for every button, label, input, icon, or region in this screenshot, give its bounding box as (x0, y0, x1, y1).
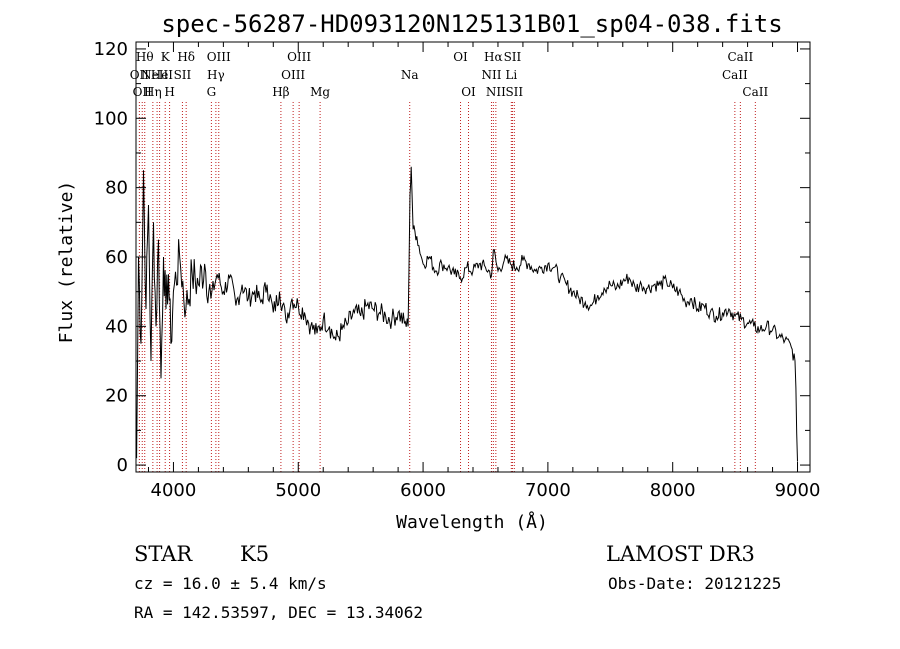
spectral-line-label: OIII (207, 50, 231, 64)
spectral-line-label: G (207, 85, 217, 99)
spectral-line-label: OII (130, 68, 150, 82)
y-axis: 0 20 40 60 80 100 120 (94, 39, 810, 476)
x-axis-label: Wavelength (Å) (396, 511, 548, 533)
spectral-line-label: Na (401, 68, 419, 82)
spectrum-line (136, 166, 798, 462)
x-tick-label: 4000 (151, 480, 197, 501)
spectral-line-label: OIII (281, 68, 305, 82)
spectral-line-label: OII (133, 85, 153, 99)
redshift-line: cz = 16.0 ± 5.4 km/s (134, 574, 327, 593)
spectral-line-label: Hγ (207, 68, 225, 82)
x-tick-label: 6000 (400, 480, 446, 501)
coordinates: RA = 142.53597, DEC = 13.34062 (134, 603, 423, 622)
y-tick-label: 80 (105, 178, 128, 199)
plot-frame (135, 41, 811, 473)
y-tick-label: 20 (105, 386, 128, 407)
x-tick-label: 7000 (525, 480, 571, 501)
y-tick-label: 120 (94, 39, 128, 60)
spectral-line-label: SII (505, 85, 523, 99)
spectral-line-label: H (164, 85, 174, 99)
spectral-line-label: K (161, 50, 171, 64)
spectral-line-label: Li (505, 68, 517, 82)
spectral-line-label: OI (453, 50, 468, 64)
spectral-line-label: SII (504, 50, 522, 64)
spectral-line-label: SII (174, 68, 192, 82)
object-class: STAR (134, 542, 193, 566)
spectral-line-label: NII (481, 68, 501, 82)
spectral-line-label: NeIII (141, 68, 173, 82)
spectral-line-label: Hθ (136, 50, 154, 64)
x-tick-label: 8000 (650, 480, 696, 501)
x-tick-label: 9000 (775, 480, 821, 501)
spectral-line-label: Hη (144, 85, 162, 99)
y-axis-label: Flux (relative) (56, 181, 77, 344)
survey-name: LAMOST DR3 (606, 542, 755, 566)
line-labels: OIIOIIHθHηNeIIIHeKHSIIHδGHγOIIIHβOIIIOII… (130, 50, 769, 99)
obs-date: Obs-Date: 20121225 (608, 574, 781, 593)
spectral-line-label: CaII (742, 85, 768, 99)
spectral-line-label: OI (461, 85, 476, 99)
spectral-line-label: Mg (310, 85, 330, 99)
object-subclass: K5 (240, 542, 269, 566)
y-tick-label: 40 (105, 316, 128, 337)
x-tick-label: 5000 (275, 480, 321, 501)
spectral-line-label: CaII (727, 50, 753, 64)
spectral-line-label: NII (486, 85, 506, 99)
spectral-line-label: CaII (722, 68, 748, 82)
x-axis: 4000 5000 6000 7000 8000 9000 (147, 42, 821, 501)
chart-title: spec-56287-HD093120N125131B01_sp04-038.f… (161, 10, 782, 38)
spectral-line-label: Hβ (272, 85, 289, 99)
spectral-line-label: Hα (484, 50, 503, 64)
spectral-line-label: He (151, 68, 169, 82)
y-tick-label: 100 (94, 108, 128, 129)
spectral-line-label: OIII (287, 50, 311, 64)
y-tick-label: 0 (117, 455, 128, 476)
spectral-line-label: Hδ (177, 50, 195, 64)
y-tick-label: 60 (105, 247, 128, 268)
